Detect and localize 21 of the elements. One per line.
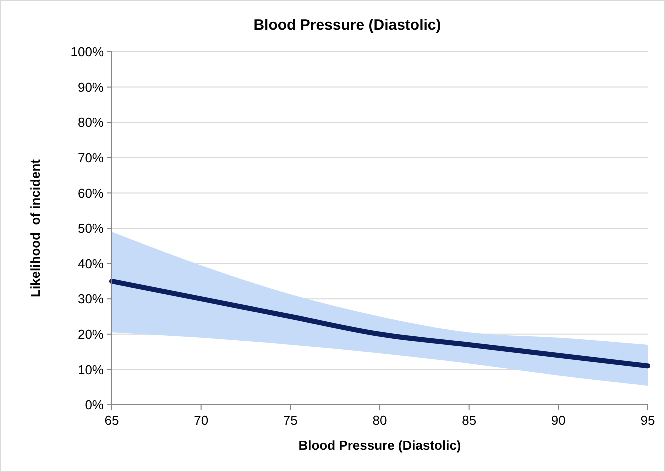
x-tick-label: 65 (104, 413, 120, 428)
y-tick-label: 60% (78, 186, 104, 201)
y-tick-label: 100% (70, 44, 104, 60)
y-tick-label: 40% (78, 256, 104, 272)
chart-title: Blood Pressure (Diastolic) (254, 17, 442, 34)
y-axis-title: Likelihood of incident (28, 158, 43, 298)
y-tick-label: 10% (78, 362, 104, 378)
y-tick-label: 30% (78, 292, 104, 307)
x-axis-title: Blood Pressure (Diastolic) (298, 438, 462, 453)
y-tick-label: 90% (78, 80, 104, 95)
y-tick-label: 0% (85, 398, 104, 413)
x-tick-label: 90 (551, 413, 566, 428)
x-tick-label: 80 (372, 413, 388, 428)
y-tick-label: 20% (78, 326, 104, 342)
x-tick-label: 85 (462, 413, 477, 428)
x-tick-label: 95 (640, 413, 656, 428)
x-tick-label: 70 (194, 413, 209, 428)
y-tick-label: 70% (78, 150, 104, 166)
y-tick-label: 80% (78, 115, 104, 130)
x-tick-label: 75 (283, 413, 298, 428)
y-tick-label: 50% (78, 221, 104, 236)
